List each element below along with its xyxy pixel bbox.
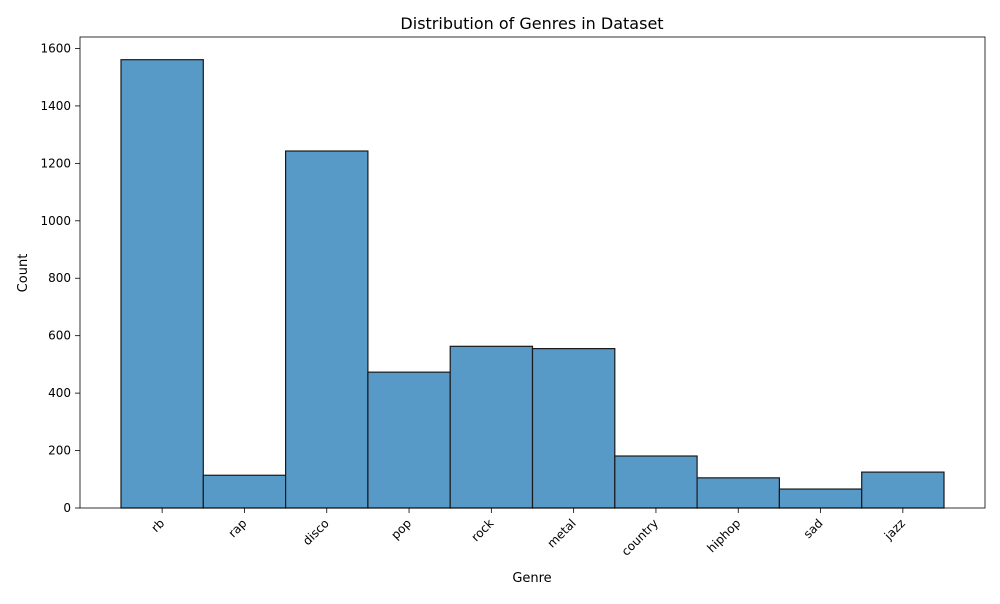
y-tick-label-800: 800 xyxy=(48,271,71,285)
plot-frame xyxy=(79,36,986,509)
x-tick-label-metal: metal xyxy=(544,516,578,550)
bar-sad xyxy=(778,488,863,509)
x-tick-label-hiphop: hiphop xyxy=(704,516,743,555)
y-axis-label: Count xyxy=(16,254,31,293)
x-tick-label-rb: rb xyxy=(148,516,167,535)
bar-hiphop xyxy=(696,477,780,509)
y-tick-label-400: 400 xyxy=(48,386,71,400)
bar-pop xyxy=(367,371,451,509)
bar-jazz xyxy=(861,471,945,509)
x-tick-label-jazz: jazz xyxy=(881,516,908,543)
bar-rock xyxy=(449,345,534,509)
y-tick-label-200: 200 xyxy=(48,444,71,458)
y-tick-label-1400: 1400 xyxy=(40,99,71,113)
bars-group xyxy=(120,59,945,509)
bar-rap xyxy=(202,474,287,509)
y-tick-label-1200: 1200 xyxy=(40,156,71,170)
bar-rb xyxy=(120,59,204,509)
bar-country xyxy=(614,455,698,509)
x-ticks-group: rb rap disco pop rock metal country hiphop sad ja… xyxy=(148,508,908,559)
y-tick-label-600: 600 xyxy=(48,329,71,343)
y-ticks-group: 0 200 400 600 800 1000 1200 1400 1600 xyxy=(40,41,80,515)
x-axis-label: Genre xyxy=(512,571,551,586)
y-tick-label-0: 0 xyxy=(63,501,71,515)
x-tick-label-rock: rock xyxy=(468,516,496,544)
y-tick-label-1600: 1600 xyxy=(40,41,71,55)
x-tick-label-country: country xyxy=(619,516,661,558)
bar-disco xyxy=(285,150,369,509)
y-tick-label-1000: 1000 xyxy=(40,214,71,228)
bar-metal xyxy=(531,348,616,509)
chart-title: Distribution of Genres in Dataset xyxy=(400,14,663,33)
x-tick-label-pop: pop xyxy=(388,516,414,542)
x-tick-label-sad: sad xyxy=(801,516,826,541)
x-tick-label-rap: rap xyxy=(226,516,250,540)
x-tick-label-disco: disco xyxy=(300,516,332,548)
